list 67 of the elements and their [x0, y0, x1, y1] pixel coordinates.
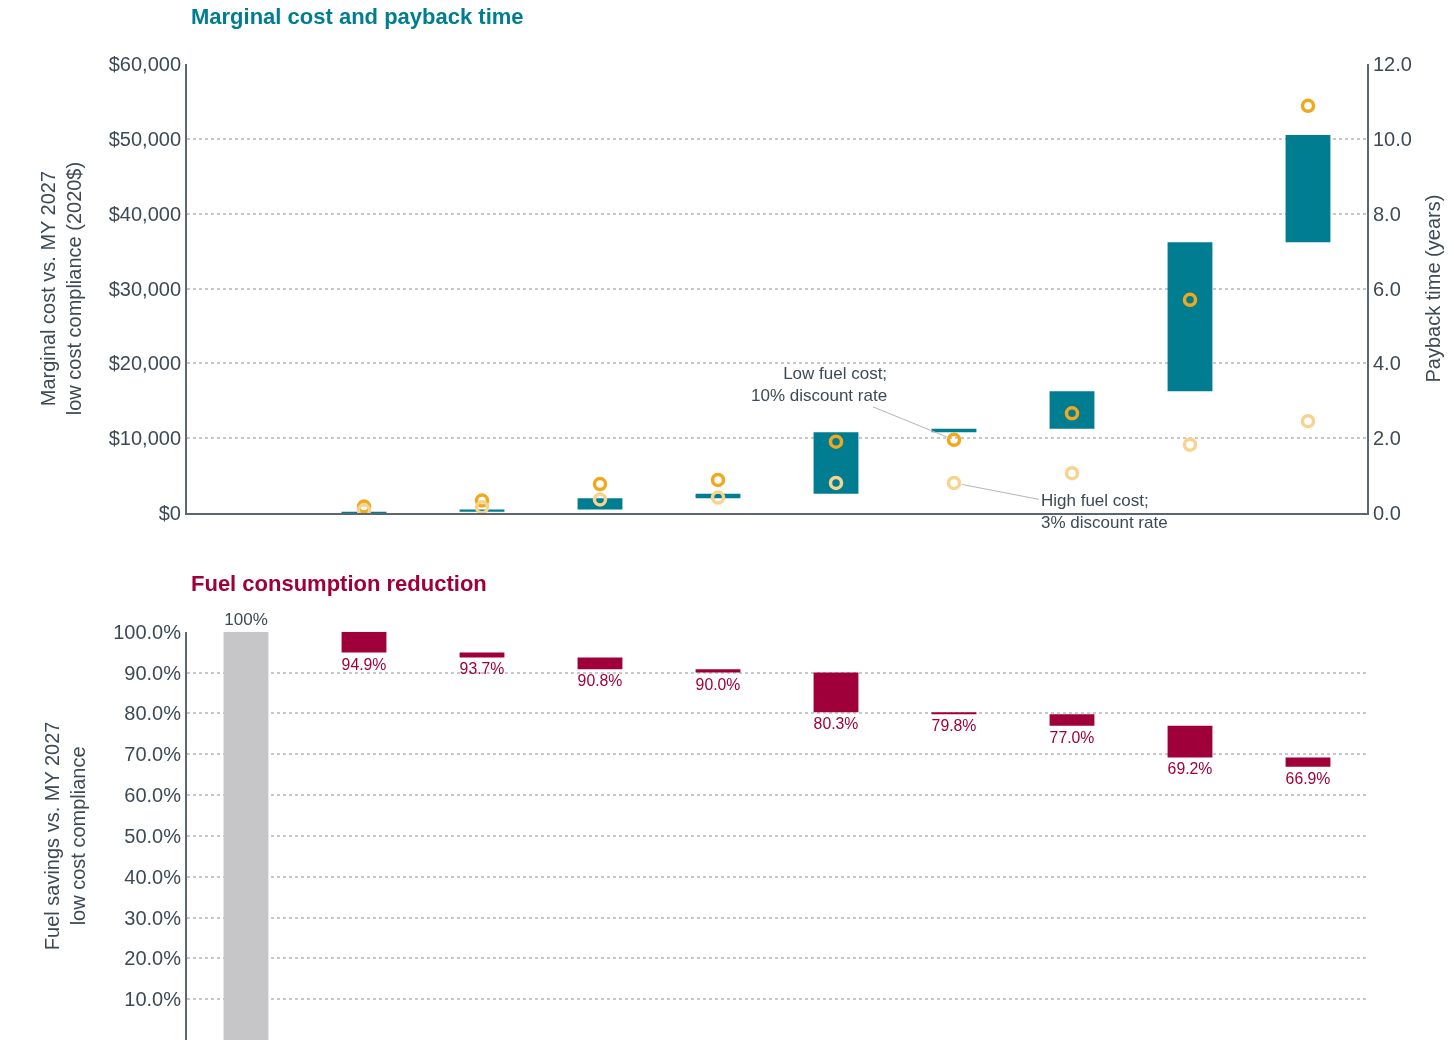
- point: [710, 472, 726, 488]
- y-tick-label: 20.0%: [124, 947, 182, 970]
- data-label: 69.2%: [1167, 760, 1213, 778]
- bar: [577, 657, 623, 670]
- y2-tick-label: 6.0: [1373, 277, 1401, 300]
- y-axis-title: Marginal cost vs. MY 2027 low cost compliance (2020$): [36, 161, 85, 416]
- bar: [695, 669, 741, 673]
- point: [710, 490, 726, 505]
- point: [1182, 292, 1198, 308]
- y-tick-label: $40,000: [108, 202, 181, 225]
- y-tick-label: 40.0%: [124, 865, 182, 888]
- bar: [1049, 714, 1095, 726]
- y2-tick-label: 0.0: [1373, 502, 1401, 525]
- data-label: 90.8%: [577, 672, 623, 690]
- bar: [1167, 725, 1213, 758]
- y-tick-label: 10.0%: [124, 988, 182, 1011]
- point: [1300, 98, 1316, 114]
- y-tick-label: 70.0%: [124, 743, 182, 766]
- y2-tick-label: 2.0: [1373, 427, 1401, 450]
- chart-title: Fuel consumption reduction: [191, 571, 487, 596]
- point: [592, 492, 608, 507]
- y-tick-label: $20,000: [108, 352, 181, 375]
- y-tick-label: 60.0%: [124, 784, 182, 807]
- bar: [1049, 391, 1095, 429]
- y2-tick-label: 12.0: [1373, 52, 1412, 75]
- y2-tick-label: 8.0: [1373, 202, 1401, 225]
- y-tick-label: $0: [158, 502, 181, 525]
- data-label: 77.0%: [1049, 728, 1095, 746]
- y-tick-label: 100.0%: [113, 620, 182, 643]
- bar: [1285, 135, 1331, 243]
- bar: [341, 631, 387, 653]
- series-label: High fuel cost; 3% discount rate: [1041, 491, 1168, 533]
- data-label: 80.3%: [813, 715, 859, 733]
- y-tick-label: $60,000: [108, 52, 181, 75]
- text: Low fuel cost; 10% discount rate: [751, 364, 888, 406]
- y-tick-label: 30.0%: [124, 906, 182, 929]
- y2-tick-label: 10.0: [1373, 127, 1412, 150]
- point: [946, 432, 962, 448]
- point: [1300, 413, 1316, 429]
- point: [946, 475, 962, 491]
- y-tick-label: 50.0%: [124, 824, 182, 847]
- bar: [1285, 757, 1331, 767]
- bar: [813, 672, 859, 713]
- data-label: 66.9%: [1285, 769, 1331, 787]
- data-label: 93.7%: [459, 660, 505, 678]
- data-label: 94.9%: [341, 655, 387, 673]
- point: [592, 476, 608, 492]
- y2-tick-label: 4.0: [1373, 352, 1401, 375]
- data-label: 100%: [224, 609, 268, 629]
- y-tick-label: 80.0%: [124, 702, 182, 725]
- y-tick-label: $50,000: [108, 127, 181, 150]
- y-tick-label: $30,000: [108, 277, 181, 300]
- bar: [1167, 242, 1213, 392]
- y-tick-label: $10,000: [108, 427, 181, 450]
- chart-title: Marginal cost and payback time: [191, 4, 524, 29]
- data-label: 90.0%: [695, 675, 741, 693]
- y-axis-title: Fuel savings vs. MY 2027 low cost compliance: [41, 721, 90, 951]
- point: [474, 500, 490, 514]
- y-tick-label: 90.0%: [124, 661, 182, 684]
- point: [828, 434, 844, 449]
- point: [1182, 437, 1198, 452]
- point: [828, 475, 844, 491]
- y2-axis-title: Payback time (years): [1421, 194, 1444, 383]
- data-label: 79.8%: [931, 717, 977, 735]
- bar: [931, 712, 977, 715]
- point: [1064, 465, 1080, 481]
- bar: [813, 432, 859, 494]
